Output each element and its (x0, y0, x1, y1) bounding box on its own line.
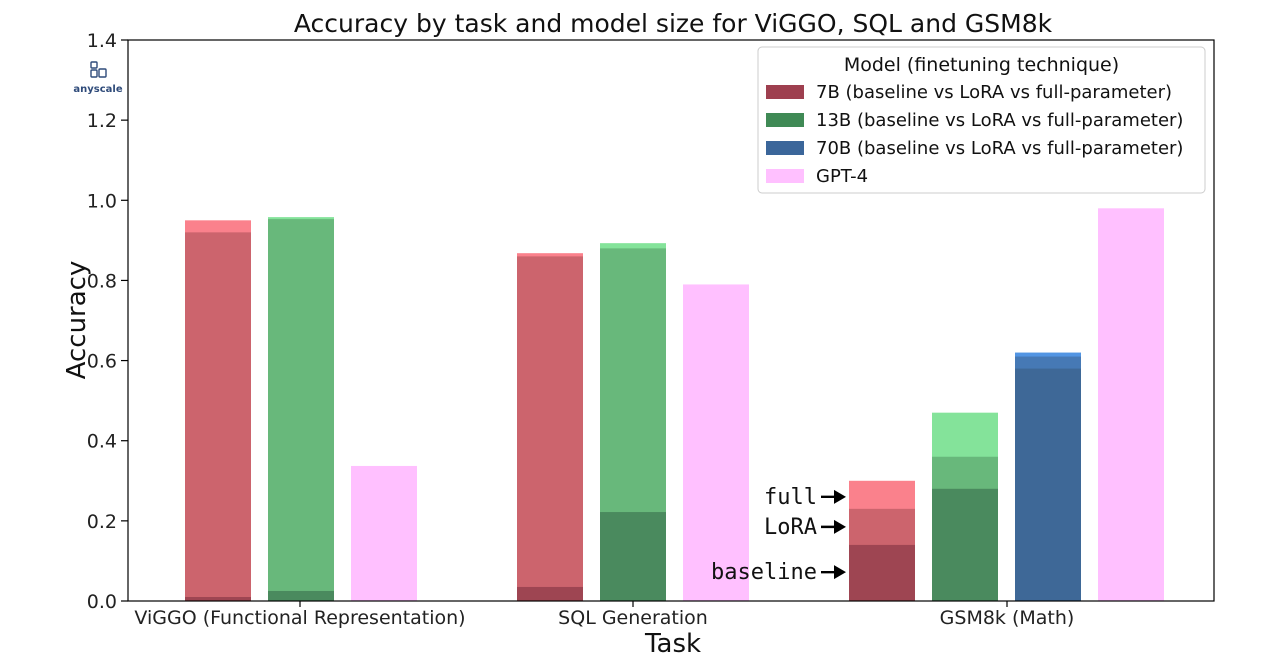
legend-swatch (766, 169, 804, 183)
bar-7b-baseline-1 (517, 586, 583, 601)
bar-7b-baseline-2 (849, 544, 915, 601)
anyscale-logo-icon (90, 61, 107, 78)
legend-title: Model (finetuning technique) (844, 54, 1119, 76)
y-tick-label: 1.0 (87, 190, 117, 212)
anyscale-logo: anyscale (73, 61, 123, 95)
bar-13b-baseline-2 (932, 488, 998, 601)
legend-entry-label: 7B (baseline vs LoRA vs full-parameter) (816, 82, 1172, 103)
x-axis-label: Task (644, 629, 701, 659)
y-tick-label: 0.6 (87, 351, 117, 373)
y-tick-label: 0.8 (87, 270, 117, 292)
bar-7b-baseline-0 (185, 596, 251, 601)
legend-swatch (766, 141, 804, 155)
bar-gpt4-2 (1098, 208, 1164, 602)
legend-entry-label: 70B (baseline vs LoRA vs full-parameter) (816, 138, 1183, 159)
bar-13b-baseline-0 (268, 590, 334, 601)
chart-title: Accuracy by task and model size for ViGG… (294, 9, 1053, 38)
legend-entry-label: 13B (baseline vs LoRA vs full-parameter) (816, 110, 1183, 131)
annotation-lora: LoRA (764, 515, 817, 540)
y-tick-label: 0.2 (87, 511, 117, 533)
plot-frame (127, 39, 1215, 602)
y-axis-label: Accuracy (62, 261, 92, 380)
y-axis: 0.0 0.2 0.4 0.6 0.8 1.0 1.2 1.4 (87, 30, 128, 613)
x-tick-label: SQL Generation (558, 607, 708, 629)
annotation-baseline: baseline (711, 560, 817, 585)
legend-swatch (766, 113, 804, 127)
legend-box (757, 46, 1206, 194)
y-tick-label: 1.2 (87, 110, 117, 132)
bar-gpt4-1 (683, 284, 749, 601)
y-tick-label: 1.4 (87, 30, 117, 52)
legend: Model (finetuning technique) 7B (baseline… (757, 46, 1206, 194)
bar-13b-baseline-1 (600, 512, 666, 601)
legend-swatch (766, 85, 804, 99)
bar-gpt4-0 (351, 465, 417, 601)
y-tick-label: 0.4 (87, 431, 117, 453)
x-tick-label: ViGGO (Functional Representation) (134, 607, 465, 629)
logo-text: anyscale (73, 84, 122, 95)
annotation-arrow-head (834, 489, 846, 504)
annotations-layer: full LoRA baseline (711, 485, 846, 585)
legend-entry-label: GPT-4 (816, 166, 868, 187)
annotation-arrow-head (834, 565, 846, 580)
x-axis: ViGGO (Functional Representation) SQL Gen… (134, 601, 1074, 629)
bar-13b-lora-0 (268, 219, 334, 601)
bar-70b-baseline-2 (1015, 368, 1081, 601)
annotation-arrow-head (834, 519, 846, 534)
x-tick-label: GSM8k (Math) (940, 607, 1075, 629)
bar-7b-lora-1 (517, 256, 583, 601)
bars-layer (185, 208, 1164, 602)
bar-7b-lora-0 (185, 232, 251, 602)
y-tick-label: 0.0 (87, 591, 117, 613)
annotation-full: full (764, 485, 817, 510)
